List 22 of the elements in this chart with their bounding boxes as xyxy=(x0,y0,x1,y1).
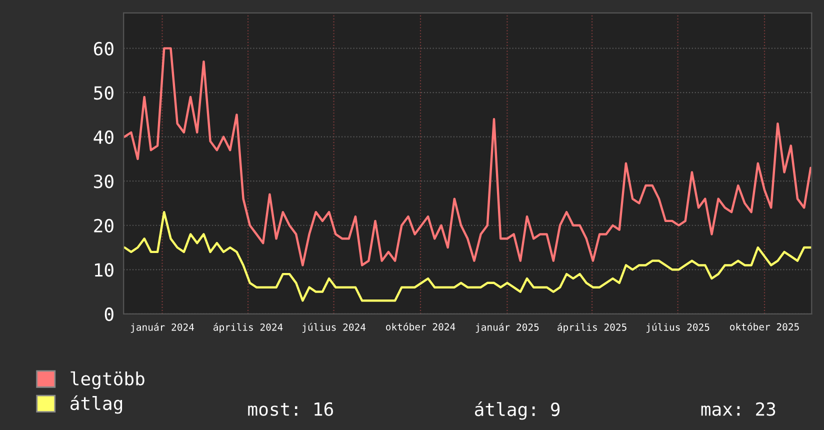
text: átlag: 9 xyxy=(474,401,560,420)
y-tick-label: 60 xyxy=(94,42,114,56)
legend-label: legtöbb xyxy=(70,371,144,390)
x-tick-label: július 2025 xyxy=(646,322,710,333)
x-tick-label: október 2024 xyxy=(386,322,456,331)
x-tick-label: április 2025 xyxy=(558,322,626,333)
legend-label: átlag xyxy=(70,395,122,414)
line-series xyxy=(124,47,812,266)
y-tick-label: 50 xyxy=(94,86,114,100)
line-series xyxy=(124,210,812,302)
x-tick-label: október 2025 xyxy=(730,322,799,331)
x-tick-label: július 2024 xyxy=(302,322,366,333)
y-tick-label: 20 xyxy=(94,218,114,233)
y-tick-label: 40 xyxy=(94,130,114,144)
x-tick-label: április 2024 xyxy=(214,322,283,333)
text: most: 16 xyxy=(248,402,333,416)
y-tick-label: 0 xyxy=(104,307,114,322)
x-tick-label: január 2024 xyxy=(130,322,194,333)
text: max: 23 xyxy=(701,402,776,416)
y-tick-label: 10 xyxy=(95,263,114,277)
y-tick-label: 30 xyxy=(94,174,114,188)
x-tick-label: január 2025 xyxy=(476,322,539,333)
